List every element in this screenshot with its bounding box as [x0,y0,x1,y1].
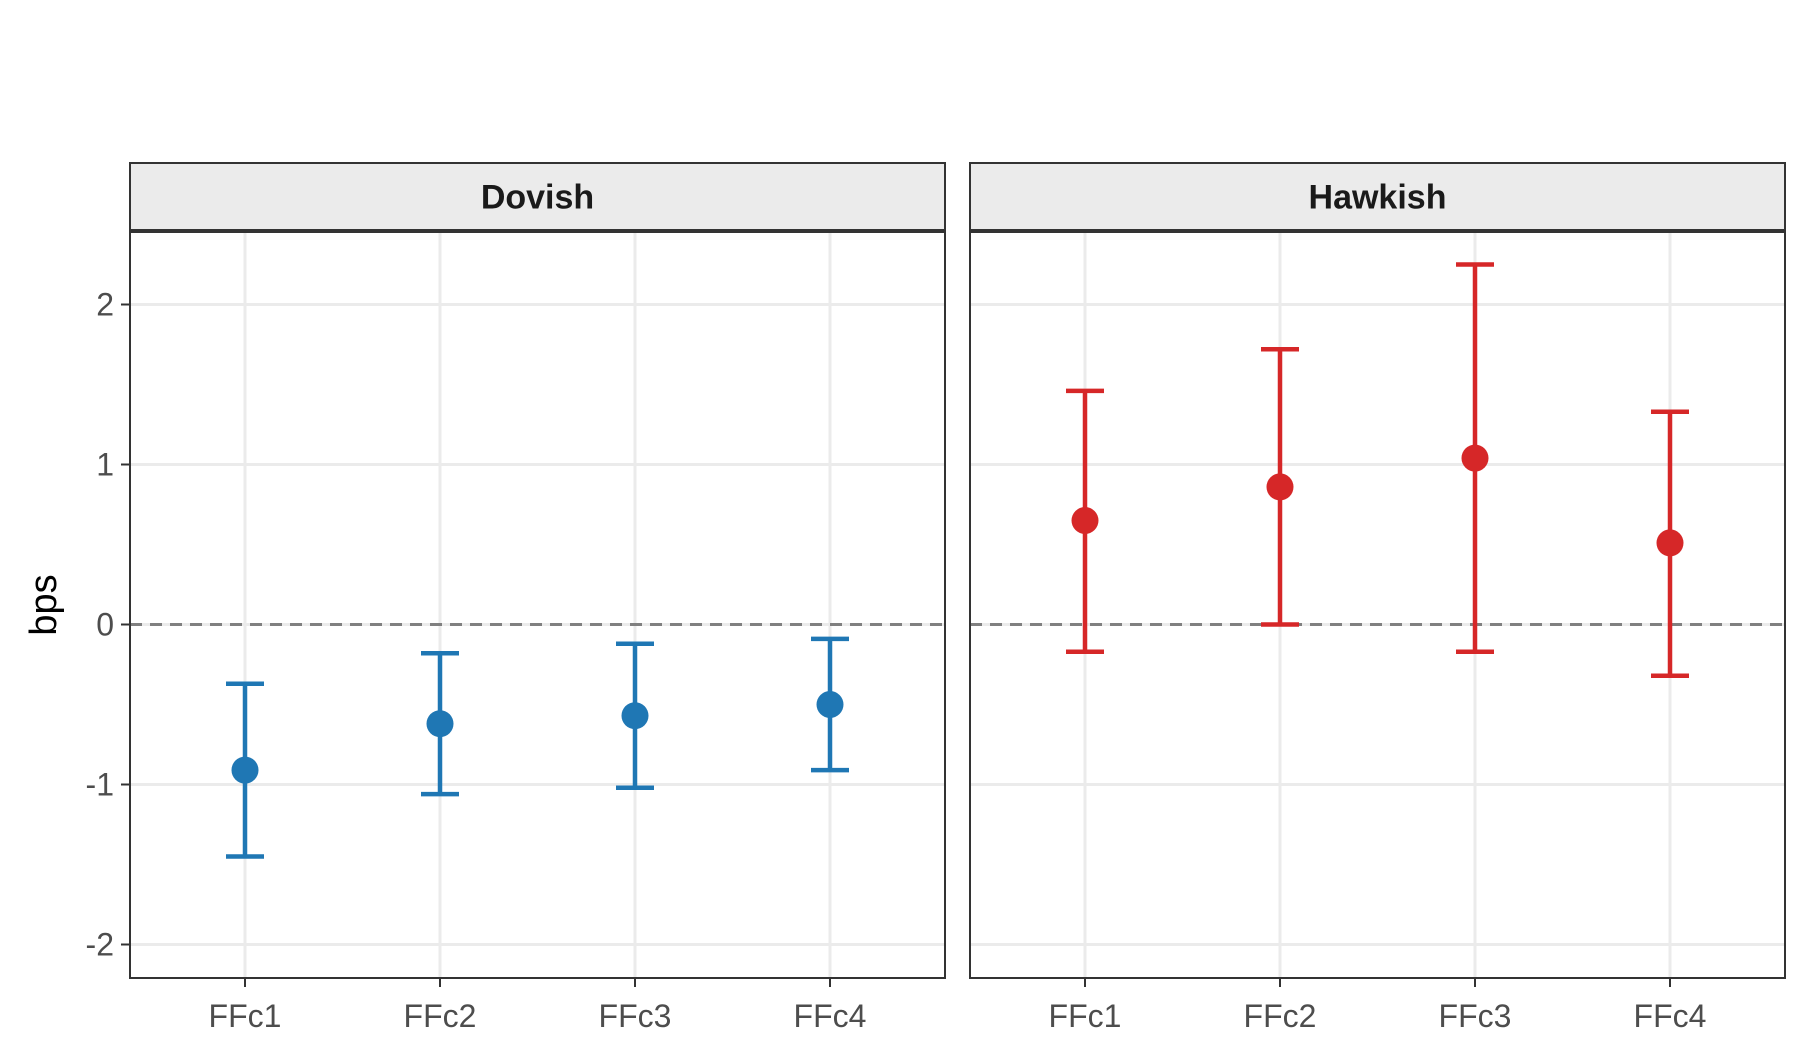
errorbar-ffc4 [811,636,849,773]
facet-panels: Dovish FFc1 FFc2 FFc3 FFc4 Hawkish FFc1 FFc2 FFc… [129,162,1786,1034]
point-estimate [231,756,259,784]
y-tick-label: 2 [96,287,114,323]
errorbar-ffc1 [1066,388,1104,654]
panel-dovish: Dovish FFc1 FFc2 FFc3 FFc4 [129,162,946,1034]
facet-strip-label: Dovish [481,179,594,217]
x-tick-label: FFc2 [1244,998,1317,1034]
point-estimate [426,710,454,738]
y-tick-label: 0 [96,607,114,643]
y-axis-title: bps [23,574,65,635]
x-tick-label: FFc1 [209,998,282,1034]
plot-area [130,232,945,978]
y-tick-label: -2 [86,927,114,963]
plot-area [970,232,1785,978]
point-estimate [621,702,649,730]
errorbar-ffc1 [226,681,264,859]
x-tick-label: FFc3 [599,998,672,1034]
x-tick-label: FFc3 [1439,998,1512,1034]
y-tick-label: -1 [86,767,114,803]
panel-hawkish: Hawkish FFc1 FFc2 FFc3 FFc4 [969,162,1786,1034]
errorbar-ffc3 [616,641,654,790]
errorbar-ffc2 [421,651,459,797]
facet-strip-label: Hawkish [1309,179,1447,217]
point-estimate [1266,473,1294,501]
x-tick-label: FFc4 [1634,998,1707,1034]
x-tick-label: FFc2 [404,998,477,1034]
x-tick-label: FFc4 [794,998,867,1034]
point-estimate [1071,507,1099,534]
facet-strip [129,162,946,231]
errorbar-ffc2 [1261,347,1299,627]
x-tick-label: FFc1 [1049,998,1122,1034]
point-estimate [1461,444,1489,472]
point-estimate [816,691,844,718]
errorbar-ffc3 [1456,262,1494,654]
y-axis: -2 -1 0 1 2 [86,287,130,963]
y-tick-label: 1 [96,447,114,483]
facet-strip [969,162,1786,231]
errorbar-ffc4 [1651,409,1689,678]
point-estimate [1656,529,1684,557]
